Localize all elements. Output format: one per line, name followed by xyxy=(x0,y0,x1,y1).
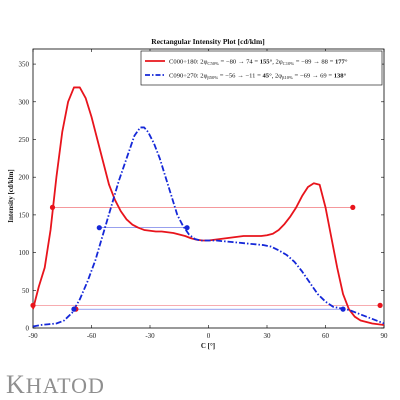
x-tick-label: -30 xyxy=(145,332,155,340)
legend-text-part: 138° xyxy=(334,73,347,80)
y-axis-label: Intensity [cd/klm] xyxy=(7,169,15,222)
marker-series-1 xyxy=(350,204,356,210)
legend-text-part: , 2φ xyxy=(272,73,283,80)
x-axis-label: C [°] xyxy=(201,342,215,350)
y-tick-label: 200 xyxy=(19,174,30,182)
legend: C000÷180: 2φC50% = −80 → 74 = 155°, 2φC1… xyxy=(140,50,383,86)
legend-text-part: 155° xyxy=(260,59,273,66)
legend-text-part: = −56 → −11 = xyxy=(218,73,262,80)
y-tick-label: 100 xyxy=(19,249,30,257)
x-tick-label: -90 xyxy=(28,332,38,340)
legend-text-part: = −69 → 69 = xyxy=(293,73,334,80)
legend-text-part: C090÷270: 2φ xyxy=(169,73,208,80)
marker-series-1 xyxy=(30,302,36,308)
logo-initial: K xyxy=(6,370,26,399)
legend-text-part: β50% xyxy=(207,75,218,80)
y-tick-label: 300 xyxy=(19,98,30,106)
plot-frame xyxy=(32,48,385,329)
marker-series-2 xyxy=(184,225,190,231)
logo-rest: HATOD xyxy=(25,373,105,398)
marker-series-1 xyxy=(377,302,383,308)
series-line-2 xyxy=(32,126,385,328)
legend-entry-2: C090÷270: 2φβ50% = −56 → −11 = 45°, 2φβ1… xyxy=(169,73,347,81)
legend-text-part: 45° xyxy=(262,73,272,80)
marker-series-2 xyxy=(96,225,102,231)
legend-text-part: C10% xyxy=(283,61,295,66)
y-tick-label: 250 xyxy=(19,136,30,144)
x-tick-label: 60 xyxy=(322,332,330,340)
legend-text-part: 177° xyxy=(335,59,348,66)
chart-title: Rectangular Intensity Plot [cd/klm] xyxy=(151,37,264,46)
legend-text-part: , 2φ xyxy=(272,59,283,66)
x-tick-label: 30 xyxy=(264,332,272,340)
khatod-logo: KHATOD xyxy=(6,370,105,400)
legend-entry-1: C000÷180: 2φC50% = −80 → 74 = 155°, 2φC1… xyxy=(169,59,348,67)
x-tick-label: -60 xyxy=(87,332,97,340)
legend-text-part: β10% xyxy=(282,75,293,80)
y-tick-label: 0 xyxy=(26,325,30,333)
legend-text-part: C000÷180: 2φ xyxy=(169,59,208,66)
marker-series-2 xyxy=(340,306,346,312)
y-tick-label: 350 xyxy=(19,61,30,69)
marker-series-2 xyxy=(71,306,77,312)
y-tick-label: 150 xyxy=(19,211,30,219)
legend-text-part: = −89 → 88 = xyxy=(294,59,335,66)
marker-series-1 xyxy=(49,204,56,210)
plot-area: -90 -60 -30 0 30 60 90 0 50 100 150 200 250 300 350 C00… xyxy=(19,48,389,340)
legend-box xyxy=(140,50,383,86)
legend-text-part: C50% xyxy=(207,61,219,66)
y-tick-label: 50 xyxy=(22,287,30,295)
legend-text-part: = −80 → 74 = xyxy=(219,59,260,66)
x-tick-label: 90 xyxy=(381,332,389,340)
x-tick-label: 0 xyxy=(207,332,211,340)
